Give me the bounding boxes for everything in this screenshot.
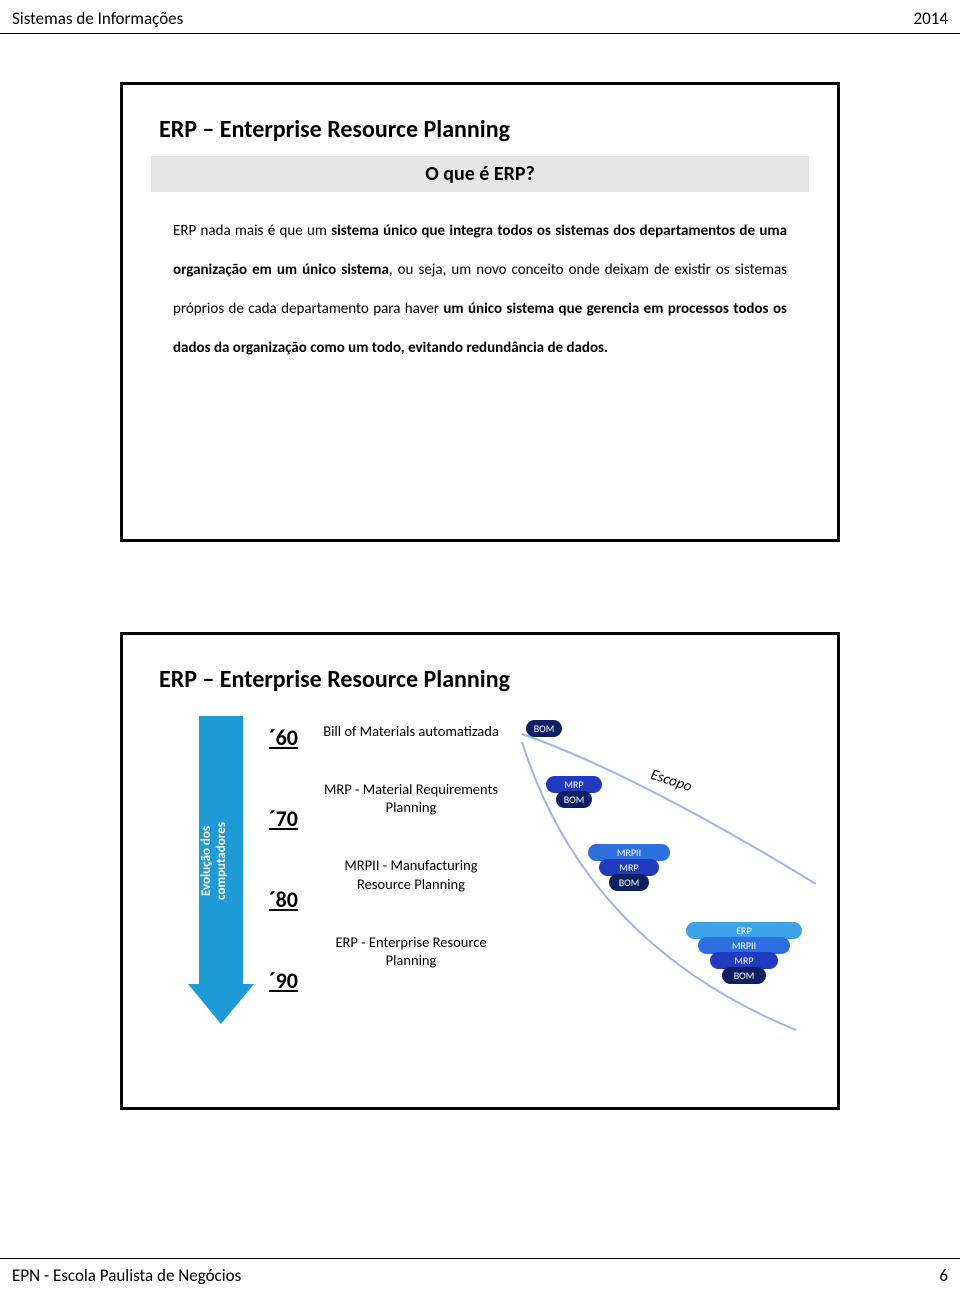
page-header: Sistemas de Informações 2014 [0, 0, 960, 34]
pill-bom: BOM [609, 874, 649, 891]
scope-curves [516, 714, 816, 1054]
slide2-body: Evolução dos computadores ´60 ´70 ´80 ´9… [151, 706, 809, 1106]
slide1-paragraph: ERP nada mais é que um sistema único que… [173, 212, 787, 368]
year-70: ´70 [269, 805, 298, 832]
footer-right: 6 [939, 1265, 948, 1286]
pill-bom: BOM [722, 967, 766, 984]
slide-2: ERP – Enterprise Resource Planning Evolu… [120, 632, 840, 1110]
slide-1: ERP – Enterprise Resource Planning O que… [120, 82, 840, 542]
header-left: Sistemas de Informações [12, 8, 183, 29]
year-60: ´60 [269, 724, 298, 751]
descriptions-column: Bill of Materials automatizada MRP - Mat… [321, 722, 501, 1009]
desc-80: MRPII - Manufacturing Resource Planning [321, 856, 501, 892]
arrow-label: Evolução dos computadores [200, 781, 230, 941]
footer-left: EPN - Escola Paulista de Negócios [12, 1265, 241, 1286]
header-right: 2014 [914, 8, 948, 29]
pill-bom: BOM [556, 791, 592, 808]
desc-60: Bill of Materials automatizada [321, 722, 501, 740]
pill-bom: BOM [526, 720, 562, 737]
desc-70: MRP - Material Requirements Planning [321, 780, 501, 816]
slide1-title: ERP – Enterprise Resource Planning [159, 115, 837, 144]
slide2-title: ERP – Enterprise Resource Planning [159, 665, 837, 694]
years-column: ´60 ´70 ´80 ´90 [269, 724, 298, 1048]
scope-diagram: Escopo BOM MRP BOM MRPII MRP BOM ERP MRP… [516, 714, 806, 1054]
evolution-arrow: Evolução dos computadores [181, 716, 261, 1026]
page-footer: EPN - Escola Paulista de Negócios 6 [0, 1258, 960, 1286]
year-90: ´90 [269, 967, 298, 994]
slide1-question: O que é ERP? [151, 156, 809, 192]
year-80: ´80 [269, 886, 298, 913]
desc-90: ERP - Enterprise Resource Planning [321, 933, 501, 969]
